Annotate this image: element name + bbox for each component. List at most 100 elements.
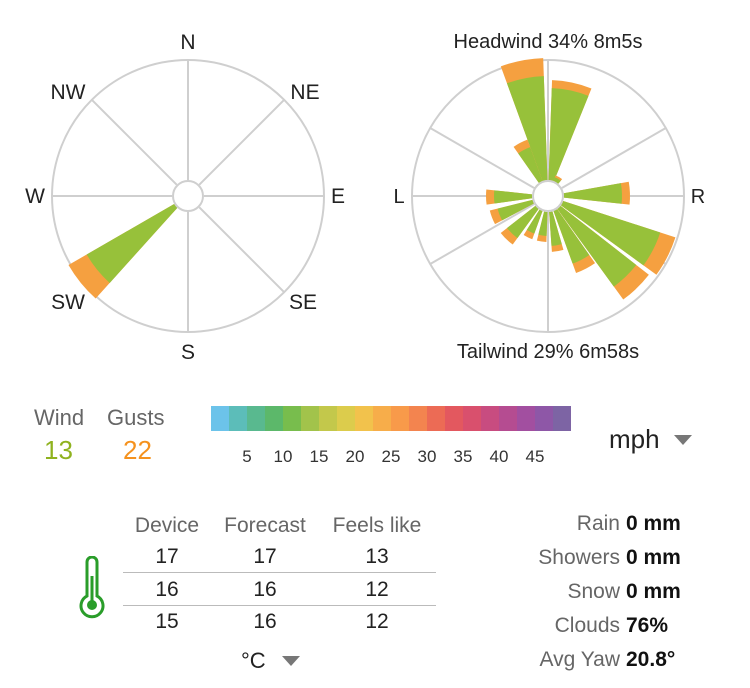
- clouds-row: Clouds 76%: [555, 614, 686, 638]
- scale-color-segment: [337, 406, 355, 431]
- rose-spoke: [198, 99, 285, 186]
- compass-wind-rose: N NE E SE S SW W NW: [25, 31, 345, 364]
- chevron-down-icon: [281, 656, 300, 666]
- scale-color-segment: [229, 406, 247, 431]
- scale-color-segment: [463, 406, 481, 431]
- wind-label: Wind: [34, 405, 85, 430]
- scale-tick: 35: [453, 447, 473, 466]
- compass-label-sw: SW: [51, 291, 85, 314]
- temp-unit-dropdown[interactable]: °C: [241, 648, 300, 674]
- temp-forecast: 16: [253, 610, 277, 633]
- compass-label-e: E: [331, 185, 345, 208]
- clouds-value: 76%: [626, 614, 669, 637]
- wind-wedge: [86, 204, 178, 283]
- right-label: R: [691, 186, 705, 208]
- temp-header-device: Device: [134, 514, 200, 537]
- temp-unit-value: °C: [241, 648, 266, 673]
- compass-label-se: SE: [289, 291, 317, 314]
- compass-label-ne: NE: [290, 81, 319, 104]
- rose-spoke: [198, 206, 285, 293]
- rose-spoke: [561, 127, 667, 189]
- compass-label-s: S: [181, 341, 195, 364]
- rose-spoke: [91, 99, 178, 186]
- scale-tick: 20: [345, 447, 365, 466]
- wind-wedge: [549, 211, 562, 246]
- wind-wedge: [548, 88, 589, 182]
- wind-wedge: [506, 76, 548, 181]
- wind-wedge: [494, 190, 533, 204]
- scale-tick: 40: [489, 447, 509, 466]
- gusts-value: 22: [123, 435, 152, 465]
- scale-color-segment: [409, 406, 427, 431]
- snow-row: Snow 0 mm: [567, 580, 686, 604]
- scale-tick: 5: [242, 447, 252, 466]
- wind-value: 13: [44, 435, 73, 465]
- left-label: L: [393, 186, 404, 208]
- scale-color-segment: [535, 406, 553, 431]
- avg-yaw-label: Avg Yaw: [539, 648, 620, 671]
- gusts-label: Gusts: [107, 405, 165, 430]
- temp-device: 16: [155, 578, 179, 601]
- scale-color-segment: [355, 406, 373, 431]
- scale-tick: 45: [525, 447, 545, 466]
- scale-tick: 15: [309, 447, 329, 466]
- scale-color-segment: [481, 406, 499, 431]
- thermometer-icon: [79, 556, 105, 619]
- temp-feels-like: 12: [365, 610, 389, 633]
- wind-wedge: [563, 183, 622, 204]
- rose-spoke: [429, 127, 535, 189]
- temp-feels-like: 12: [365, 578, 389, 601]
- tailwind-label: Tailwind 29% 6m58s: [457, 341, 639, 363]
- rose-spoke: [429, 203, 535, 265]
- relative-wind-rose: Headwind 34% 8m5s Tailwind 29% 6m58s L R: [393, 31, 705, 363]
- scale-color-segment: [319, 406, 337, 431]
- chevron-down-icon: [673, 434, 692, 445]
- wind-wedge: [518, 147, 543, 183]
- scale-tick: 25: [381, 447, 401, 466]
- wind-wedge: [526, 209, 543, 234]
- scale-color-segment: [373, 406, 391, 431]
- showers-value: 0 mm: [626, 546, 681, 569]
- temp-header-feels-like: Feels like: [332, 514, 422, 537]
- avg-yaw-row: Avg Yaw 20.8°: [539, 648, 686, 672]
- headwind-label: Headwind 34% 8m5s: [454, 31, 643, 53]
- wind-wedge: [553, 209, 590, 264]
- wind-roses: N NE E SE S SW W NW Headwind 34% 8m5s Ta…: [25, 31, 705, 364]
- temp-forecast: 17: [253, 545, 277, 568]
- speed-unit-value: mph: [609, 424, 660, 454]
- compass-label-nw: NW: [51, 81, 86, 104]
- scale-color-segment: [499, 406, 517, 431]
- snow-label: Snow: [567, 580, 620, 603]
- scale-color-segment: [391, 406, 409, 431]
- scale-color-segment: [427, 406, 445, 431]
- scale-color-segment: [301, 406, 319, 431]
- avg-yaw-value: 20.8°: [626, 648, 676, 671]
- scale-color-segment: [283, 406, 301, 431]
- showers-label: Showers: [538, 546, 620, 569]
- scale-color-segment: [553, 406, 571, 431]
- table-divider: [123, 572, 436, 573]
- temp-device: 15: [155, 610, 179, 633]
- temp-feels-like: 13: [365, 545, 389, 568]
- temp-device: 17: [155, 545, 179, 568]
- relative-center-circle: [532, 180, 564, 212]
- speed-unit-dropdown[interactable]: mph: [609, 424, 692, 455]
- wind-speed-color-scale: [211, 406, 571, 431]
- clouds-label: Clouds: [554, 614, 620, 637]
- compass-label-w: W: [25, 185, 45, 208]
- scale-color-segment: [247, 406, 265, 431]
- scale-color-segment: [265, 406, 283, 431]
- scale-tick: 10: [273, 447, 293, 466]
- scale-color-segment: [445, 406, 463, 431]
- wind-wedge: [538, 211, 548, 236]
- table-divider: [123, 605, 436, 606]
- compass-label-n: N: [180, 31, 195, 54]
- wind-wedge: [497, 199, 534, 221]
- scale-color-segment: [211, 406, 229, 431]
- snow-value: 0 mm: [626, 580, 681, 603]
- scale-tick: 30: [417, 447, 437, 466]
- wind-wedge: [553, 177, 561, 184]
- compass-center-circle: [172, 180, 204, 212]
- showers-row: Showers 0 mm: [538, 546, 686, 570]
- temp-forecast: 16: [253, 578, 277, 601]
